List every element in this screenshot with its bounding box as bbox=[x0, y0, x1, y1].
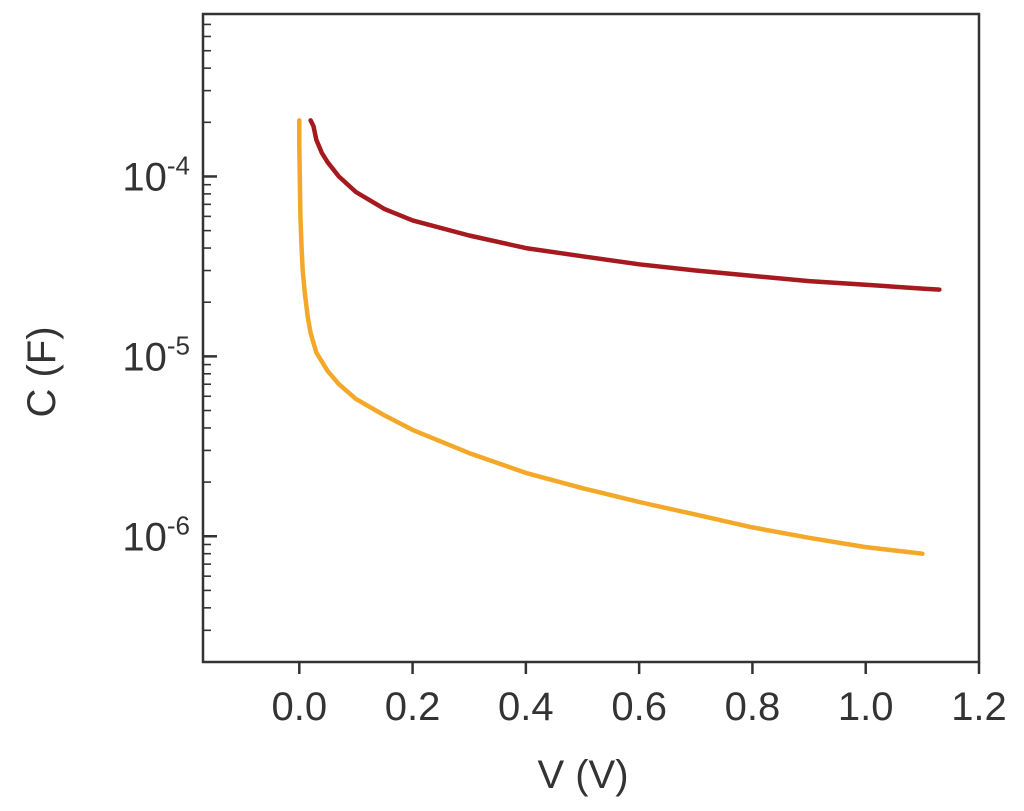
x-tick-label: 0.2 bbox=[385, 685, 441, 729]
x-tick-label: 0.4 bbox=[498, 685, 554, 729]
tick-labels: 0.0 0.2 0.4 0.6 0.8 1.0 1.2 10-4 10-5 10-6 bbox=[122, 150, 1006, 729]
x-axis-title: V (V) bbox=[537, 753, 628, 797]
series-line-2 bbox=[297, 118, 925, 556]
plot-frame bbox=[201, 12, 981, 664]
axis-ticks bbox=[203, 175, 981, 674]
series-line-1 bbox=[308, 118, 942, 292]
x-tick-label: 0.0 bbox=[271, 685, 327, 729]
x-tick-label: 0.8 bbox=[725, 685, 781, 729]
y-minor-ticks bbox=[203, 23, 211, 632]
x-tick-label: 1.2 bbox=[951, 685, 1007, 729]
series-lines bbox=[297, 118, 942, 556]
x-tick-label: 0.6 bbox=[611, 685, 667, 729]
y-tick-label: 10-5 bbox=[122, 330, 190, 379]
y-tick-label: 10-4 bbox=[122, 150, 190, 199]
x-tick-label: 1.0 bbox=[838, 685, 894, 729]
y-tick-label: 10-6 bbox=[122, 510, 190, 559]
y-axis-title: C (F) bbox=[20, 326, 64, 417]
